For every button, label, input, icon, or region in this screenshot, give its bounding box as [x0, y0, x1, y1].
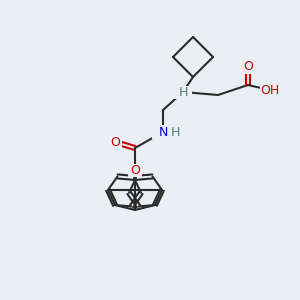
FancyBboxPatch shape [128, 164, 142, 176]
Text: O: O [110, 136, 120, 148]
Text: O: O [130, 164, 140, 176]
FancyBboxPatch shape [241, 61, 255, 74]
Text: OH: OH [260, 83, 280, 97]
Text: N: N [158, 125, 168, 139]
Text: H: H [178, 85, 188, 98]
FancyBboxPatch shape [152, 125, 174, 139]
FancyBboxPatch shape [260, 83, 280, 97]
FancyBboxPatch shape [108, 136, 122, 148]
Text: H: H [170, 125, 180, 139]
FancyBboxPatch shape [174, 85, 192, 98]
Text: O: O [243, 61, 253, 74]
